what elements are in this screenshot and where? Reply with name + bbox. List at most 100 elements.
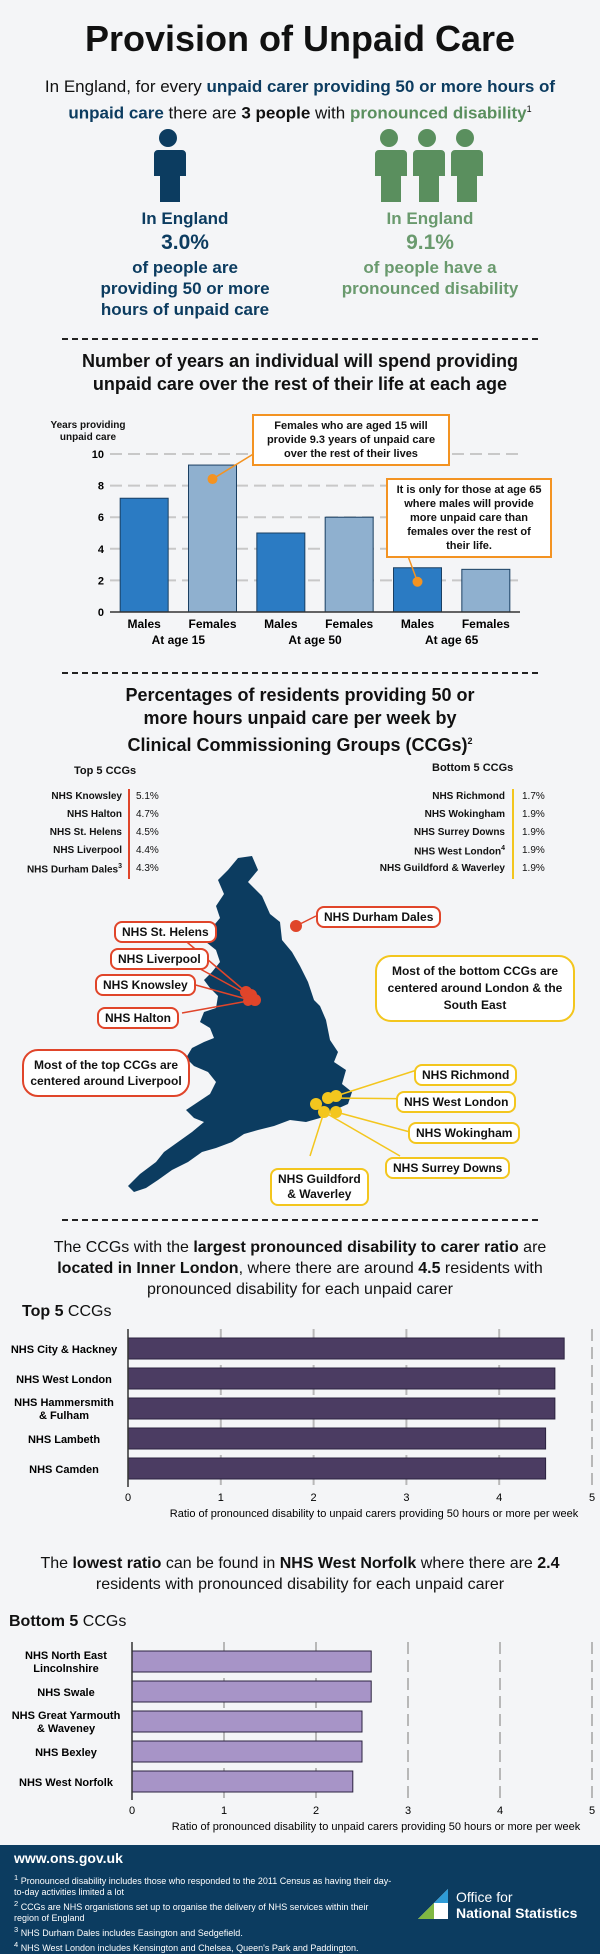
england-map bbox=[128, 856, 426, 1192]
years-bar-chart: 0 2 4 6 8 10 Males Females Males Females Males Fema… bbox=[92, 444, 520, 647]
text-bold: 4.5 bbox=[418, 1260, 441, 1277]
section3-text: The CCGs with the largest pronounced dis… bbox=[40, 1237, 560, 1300]
category-label: NHS Swale bbox=[37, 1687, 94, 1699]
stat-label: of people are bbox=[132, 258, 238, 277]
x-tick-label: Females bbox=[188, 617, 236, 631]
category-label: NHS West London bbox=[16, 1374, 112, 1386]
title-bold: Top 5 bbox=[22, 1303, 64, 1320]
bar bbox=[127, 1397, 556, 1420]
title-part: CCGs bbox=[63, 1303, 112, 1320]
map-tag-guildford-waverley: NHS Guildford & Waverley bbox=[270, 1168, 369, 1206]
ccg-name-text: NHS Surrey Downs bbox=[413, 827, 505, 838]
stat-label: In England bbox=[386, 209, 474, 228]
ccg-name: NHS Richmond bbox=[335, 791, 505, 802]
ccg-name-text: NHS Durham Dales bbox=[26, 864, 119, 876]
title-line: unpaid care over the rest of their life … bbox=[92, 374, 508, 394]
footnote-ref: 4 bbox=[501, 845, 505, 852]
category-label: NHS Bexley bbox=[35, 1747, 98, 1759]
x-tick-label: Males bbox=[401, 617, 435, 631]
ccg-name: NHS St. Helens bbox=[2, 827, 122, 838]
footnote-num: 3 bbox=[14, 1925, 19, 1934]
text-part: where there are bbox=[416, 1555, 538, 1572]
section1-title: Number of years an individual will spend… bbox=[40, 350, 560, 396]
text-part: , where there are around bbox=[238, 1260, 419, 1277]
x-tick-label: 1 bbox=[221, 1805, 227, 1817]
ons-logo-text: Office for National Statistics bbox=[456, 1889, 577, 1921]
x-tick-label: 4 bbox=[496, 1492, 502, 1504]
x-tick-label: Females bbox=[325, 617, 373, 631]
x-tick-label: 4 bbox=[497, 1805, 503, 1817]
annotation-females-15: Females who are aged 15 will provide 9.3… bbox=[252, 414, 450, 466]
ccg-percent: 1.9% bbox=[522, 809, 545, 820]
bar bbox=[131, 1740, 363, 1763]
ccg-name: NHS Durham Dales3 bbox=[2, 863, 122, 875]
ccg-name-text: NHS St. Helens bbox=[49, 827, 122, 838]
text-part: The bbox=[40, 1555, 73, 1572]
carer-person-icon bbox=[154, 129, 186, 202]
ccg-percent: 4.5% bbox=[136, 827, 159, 838]
intro-text: In England, for every unpaid carer provi… bbox=[30, 76, 570, 125]
text-part: The CCGs with the bbox=[53, 1239, 194, 1256]
note-bottom-ccgs: Most of the bottom CCGs are centered aro… bbox=[375, 955, 575, 1022]
title-bold: Bottom 5 bbox=[9, 1613, 79, 1630]
text-part: residents with pronounced disability for… bbox=[147, 1260, 543, 1298]
text-bold: lowest ratio bbox=[72, 1555, 162, 1572]
disabled-people-icon bbox=[375, 129, 483, 202]
y-tick-label: 0 bbox=[98, 607, 104, 619]
bar bbox=[131, 1650, 372, 1673]
top-list-rule bbox=[128, 789, 130, 879]
category-label: NHS Great Yarmouth bbox=[12, 1710, 121, 1722]
category-label: NHS West Norfolk bbox=[19, 1777, 114, 1789]
bar bbox=[324, 516, 374, 613]
x-tick-label: 5 bbox=[589, 1492, 595, 1504]
section4-text: The lowest ratio can be found in NHS Wes… bbox=[40, 1553, 560, 1595]
intro-part: In England, for every bbox=[44, 77, 207, 96]
footnote-ref: 1 bbox=[526, 104, 532, 114]
stat-value: 3.0% bbox=[161, 231, 209, 254]
annotation-males-65: It is only for those at age 65 where mal… bbox=[386, 478, 552, 558]
title-line: more hours unpaid care per week by bbox=[143, 708, 457, 728]
stat-label: In England bbox=[141, 209, 229, 228]
bar bbox=[256, 532, 306, 613]
y-tick-label: 10 bbox=[92, 449, 104, 461]
ccg-name: NHS Liverpool bbox=[2, 845, 122, 856]
footnote-num: 2 bbox=[14, 1899, 19, 1908]
bar bbox=[127, 1337, 565, 1360]
intro-count: 3 people bbox=[241, 103, 311, 123]
x-tick-label: 0 bbox=[129, 1805, 135, 1817]
ccg-name: NHS Wokingham bbox=[335, 809, 505, 820]
ccg-percent: 1.9% bbox=[522, 827, 545, 838]
x-tick-label: Males bbox=[127, 617, 161, 631]
top5-chart-title: Top 5 CCGs bbox=[22, 1303, 111, 1321]
ons-link[interactable]: www.ons.gov.uk bbox=[14, 1850, 123, 1866]
tag-line: & Waverley bbox=[287, 1187, 352, 1201]
bar bbox=[461, 568, 511, 613]
category-label: NHS Hammersmith bbox=[14, 1397, 114, 1409]
bar bbox=[131, 1770, 354, 1793]
top5-ratio-chart: 0 1 2 3 4 5 NHS City & Hackney NHS West London N… bbox=[11, 1329, 595, 1520]
bar bbox=[127, 1367, 556, 1390]
bottom-ccgs-label: Bottom 5 CCGs bbox=[432, 762, 514, 774]
bar bbox=[131, 1710, 363, 1733]
x-tick-label: 1 bbox=[218, 1492, 224, 1504]
map-tag-st-helens: NHS St. Helens bbox=[114, 921, 217, 943]
category-label: NHS Camden bbox=[29, 1464, 99, 1476]
bar bbox=[127, 1457, 547, 1480]
disability-stat: In England 9.1% of people have a pronoun… bbox=[300, 208, 560, 299]
category-label: NHS North East bbox=[25, 1650, 107, 1662]
logo-line: National Statistics bbox=[456, 1905, 578, 1921]
y-tick-label: 4 bbox=[98, 544, 105, 556]
intro-highlight-green: pronounced disability bbox=[349, 103, 527, 123]
group-label: At age 50 bbox=[288, 633, 342, 647]
ccg-name-text: NHS Wokingham bbox=[424, 809, 505, 820]
ccg-name: NHS Guildford & Waverley bbox=[335, 863, 505, 874]
y-tick-label: 6 bbox=[98, 512, 104, 524]
logo-line: Office for bbox=[456, 1889, 513, 1905]
ccg-percent: 5.1% bbox=[136, 791, 159, 802]
text-bold: NHS West Norfolk bbox=[279, 1555, 417, 1572]
stat-label: hours of unpaid care bbox=[100, 300, 270, 319]
divider bbox=[62, 338, 538, 340]
bar bbox=[188, 464, 237, 613]
x-tick-label: 3 bbox=[405, 1805, 411, 1817]
